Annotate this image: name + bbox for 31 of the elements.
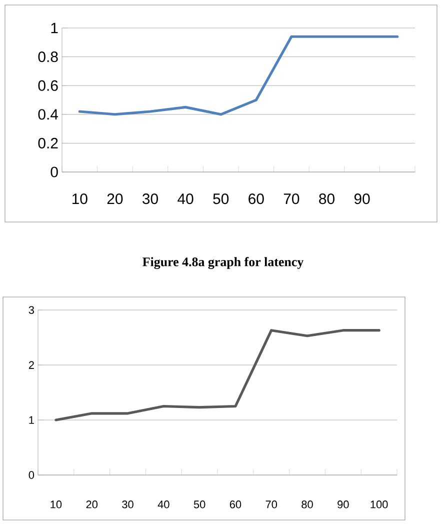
caption: Figure 4.8a graph for latency <box>142 257 304 269</box>
y-tick-label: 0.2 <box>38 138 58 148</box>
y-tick-label: 0.8 <box>38 52 58 62</box>
x-tick-label: 10 <box>50 500 62 508</box>
y-tick-label: 0 <box>50 166 58 178</box>
y-tick-label: 0.4 <box>38 109 58 120</box>
x-tick-label: 50 <box>194 500 206 508</box>
x-tick-label: 30 <box>142 194 158 204</box>
x-tick-label: 100 <box>370 500 388 508</box>
y-tick-label: 0 <box>28 471 34 479</box>
x-tick-label: 20 <box>107 194 123 204</box>
x-tick-label: 40 <box>158 500 170 508</box>
y-tick-label: 1 <box>29 416 34 424</box>
x-tick-label: 50 <box>213 194 229 204</box>
x-tick-label: 80 <box>302 500 313 508</box>
x-tick-label: 30 <box>122 500 134 508</box>
y-tick-label: 1 <box>51 22 58 34</box>
x-tick-label: 60 <box>230 500 242 508</box>
x-tick-label: 70 <box>266 500 278 508</box>
x-tick-label: 40 <box>178 194 194 204</box>
line-series <box>54 329 380 422</box>
x-tick-label: 80 <box>319 194 334 204</box>
y-tick-label: 3 <box>28 306 34 314</box>
y-tick-label: 2 <box>28 361 34 369</box>
x-tick-label: 10 <box>72 194 88 204</box>
x-tick-label: 60 <box>248 194 264 204</box>
x-tick-label: 70 <box>284 194 300 204</box>
x-tick-label: 90 <box>354 194 370 204</box>
y-tick-label: 0.6 <box>38 80 58 91</box>
x-tick-label: 90 <box>338 500 349 508</box>
x-tick-label: 20 <box>86 500 98 508</box>
